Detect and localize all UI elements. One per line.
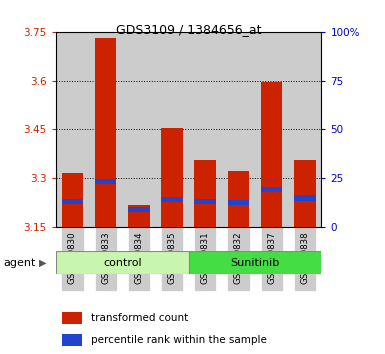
Text: ▶: ▶ — [38, 258, 46, 268]
Bar — [288, 32, 321, 227]
Bar — [189, 32, 222, 227]
Bar — [161, 127, 183, 227]
Bar — [128, 205, 150, 227]
Bar — [62, 173, 83, 227]
Text: GDS3109 / 1384656_at: GDS3109 / 1384656_at — [116, 23, 261, 36]
Bar — [261, 82, 283, 227]
Text: transformed count: transformed count — [91, 313, 189, 323]
Bar — [122, 32, 156, 227]
Bar — [156, 32, 189, 227]
Bar — [294, 195, 316, 201]
Bar — [194, 199, 216, 204]
Bar — [62, 199, 83, 204]
Bar — [194, 160, 216, 227]
Bar — [95, 38, 116, 227]
Text: control: control — [103, 258, 142, 268]
Bar — [255, 32, 288, 227]
Bar — [95, 179, 116, 184]
Text: percentile rank within the sample: percentile rank within the sample — [91, 335, 267, 346]
Bar — [228, 200, 249, 205]
Bar — [89, 32, 122, 227]
Bar — [56, 32, 89, 227]
Bar — [222, 32, 255, 227]
Bar — [261, 187, 283, 193]
Bar — [62, 312, 82, 324]
Bar — [161, 197, 183, 202]
Bar — [56, 251, 189, 274]
Bar — [62, 334, 82, 346]
Text: Sunitinib: Sunitinib — [231, 258, 280, 268]
Bar — [228, 171, 249, 227]
Bar — [128, 207, 150, 212]
Text: agent: agent — [4, 258, 36, 268]
Bar — [294, 160, 316, 227]
Bar — [189, 251, 321, 274]
